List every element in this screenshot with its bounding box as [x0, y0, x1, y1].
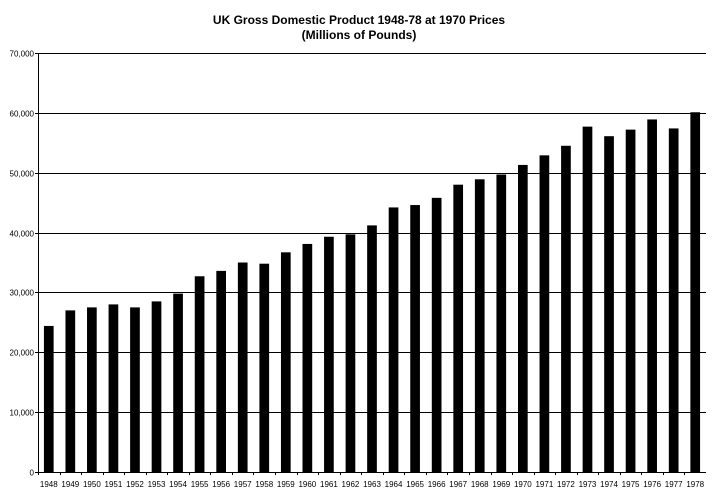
- x-tick-label: 1954: [169, 480, 187, 489]
- x-tick-label: 1971: [535, 480, 553, 489]
- y-tick-label: 60,000: [10, 110, 35, 119]
- x-tick-label: 1956: [212, 480, 230, 489]
- bar: [582, 126, 593, 473]
- bar: [194, 276, 205, 472]
- bar: [474, 179, 485, 472]
- bar: [496, 174, 507, 472]
- x-tick-label: 1972: [557, 480, 575, 489]
- x-tick-label: 1962: [342, 480, 360, 489]
- chart-title-main: UK Gross Domestic Product 1948-78 at 197…: [212, 13, 506, 27]
- x-tick-label: 1978: [686, 480, 704, 489]
- bar: [625, 129, 636, 473]
- y-tick-label: 50,000: [10, 170, 35, 179]
- bar: [668, 128, 679, 473]
- y-tick-label: 0: [30, 469, 35, 478]
- x-tick-label: 1950: [83, 480, 101, 489]
- x-tick-label: 1969: [492, 480, 510, 489]
- bars: [43, 112, 701, 473]
- bar: [561, 145, 571, 472]
- y-tick-label: 20,000: [10, 349, 35, 358]
- bar: [237, 262, 248, 472]
- x-tick-label: 1967: [449, 480, 467, 489]
- x-tick-label: 1973: [579, 480, 597, 489]
- y-tick-label: 30,000: [10, 289, 35, 298]
- bar: [324, 236, 334, 472]
- x-tick-label: 1949: [61, 480, 79, 489]
- x-tick-label: 1964: [385, 480, 403, 489]
- bar: [173, 293, 183, 472]
- bar: [108, 304, 119, 472]
- bar: [410, 205, 420, 472]
- x-tick-label: 1953: [148, 480, 166, 489]
- x-tick-label: 1957: [234, 480, 252, 489]
- x-tick-label: 1951: [105, 480, 123, 489]
- bar: [367, 225, 377, 472]
- y-tick-label: 70,000: [10, 50, 35, 59]
- x-tick-label: 1961: [320, 480, 338, 489]
- bar: [87, 307, 97, 472]
- y-tick-label: 40,000: [10, 230, 35, 239]
- x-tick-label: 1965: [406, 480, 424, 489]
- bar: [65, 310, 76, 472]
- bar: [517, 164, 528, 472]
- bar: [259, 263, 270, 472]
- x-tick-label: 1958: [255, 480, 273, 489]
- x-tick-label: 1966: [428, 480, 446, 489]
- bar: [690, 112, 701, 472]
- chart-title: UK Gross Domestic Product 1948-78 at 197…: [0, 13, 718, 43]
- x-tick-label: 1968: [471, 480, 489, 489]
- bar: [431, 197, 442, 472]
- x-tick-label: 1977: [665, 480, 683, 489]
- bar: [388, 207, 399, 472]
- x-tick-label: 1948: [40, 480, 58, 489]
- bar: [539, 155, 550, 472]
- x-tick-label: 1952: [126, 480, 144, 489]
- y-tick-label: 10,000: [10, 409, 35, 418]
- x-tick-label: 1955: [191, 480, 209, 489]
- bar: [151, 301, 162, 472]
- chart-subtitle: (Millions of Pounds): [301, 28, 417, 42]
- x-tick-label: 1970: [514, 480, 532, 489]
- axes: [38, 53, 706, 473]
- bar: [302, 243, 313, 472]
- bar: [647, 119, 657, 472]
- bar: [216, 270, 227, 472]
- x-tick-label: 1959: [277, 480, 295, 489]
- y-tick-labels: 0 10,000 20,000 30,000 40,000 50,000 60,000 70,…: [10, 50, 35, 478]
- bar: [453, 184, 464, 472]
- x-tick-label: 1974: [600, 480, 618, 489]
- x-tick-label: 1976: [643, 480, 661, 489]
- bar: [345, 234, 356, 472]
- x-tick-label: 1963: [363, 480, 381, 489]
- bar: [280, 252, 291, 472]
- gridlines: [35, 53, 706, 475]
- x-tick-labels: 1948 1949 1950 1951 1952 1953 1954 1955 1956 1957…: [40, 480, 705, 489]
- x-tick-label: 1960: [298, 480, 316, 489]
- bar: [130, 307, 140, 472]
- bar: [43, 325, 54, 472]
- x-tick-label: 1975: [622, 480, 640, 489]
- bar: [604, 136, 614, 473]
